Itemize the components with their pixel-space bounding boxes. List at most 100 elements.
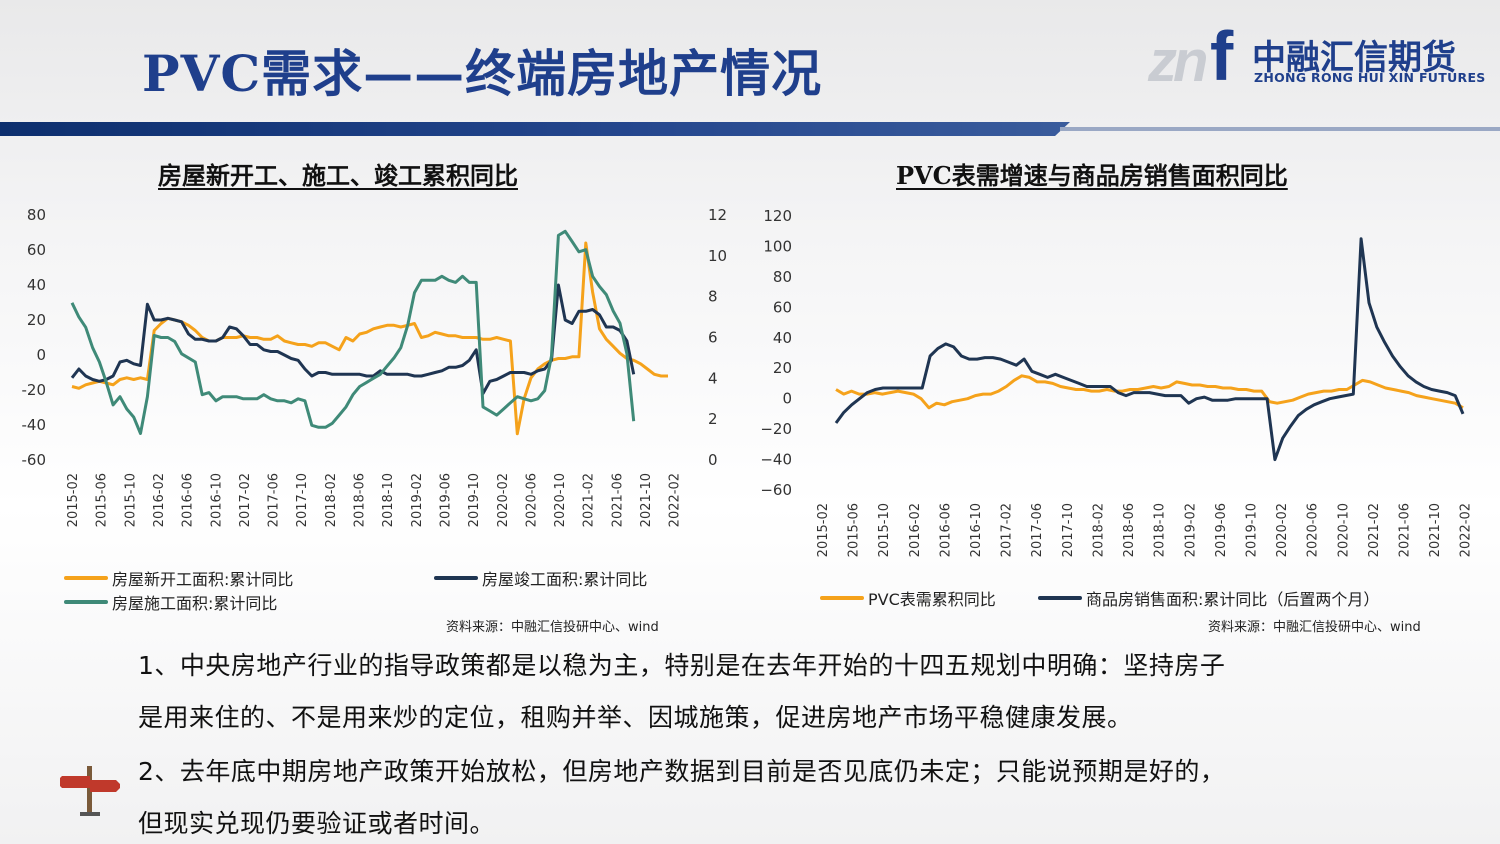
chart1-x-tick-label: 2020-10 <box>553 473 568 527</box>
header-divider-bar <box>0 122 1070 136</box>
chart1-y-right-tick-label: 8 <box>708 288 718 306</box>
paragraph-2-line-1: 2、去年底中期房地产政策开始放松，但房地产数据到目前是否见底仍未定；只能说预期是… <box>138 757 1226 786</box>
chart2-x-tick-label: 2017-06 <box>1030 503 1045 557</box>
legend-label: PVC表需累积同比 <box>868 590 996 609</box>
logo-chinese-name: 中融汇信期货 <box>1252 38 1456 78</box>
chart2-y-tick-label: −40 <box>760 451 792 469</box>
chart2-y-tick-label: 120 <box>763 207 792 225</box>
chart2-y-tick-label: −60 <box>760 481 792 499</box>
chart2-y-tick-label: 60 <box>773 298 792 316</box>
chart2-x-tick-label: 2021-10 <box>1428 503 1443 557</box>
chart2-x-tick-label: 2018-10 <box>1153 503 1168 557</box>
chart2-y-tick-label: 80 <box>773 268 792 286</box>
page-title: PVC需求——终端房地产情况 <box>142 44 823 103</box>
chart1-x-tick-label: 2019-06 <box>438 473 453 527</box>
legend-swatch <box>1038 596 1082 600</box>
chart2-source: 资料来源：中融汇信投研中心、wind <box>1208 620 1421 635</box>
chart1-y-right-tick-label: 12 <box>708 206 727 224</box>
chart2-x-tick-label: 2017-02 <box>1000 503 1015 557</box>
chart2-x-tick-label: 2019-06 <box>1214 503 1229 557</box>
chart2-y-tick-label: 20 <box>773 359 792 377</box>
chart2-series-line-0 <box>835 374 1464 410</box>
chart1-y-left-tick-label: 0 <box>36 346 46 364</box>
chart2-x-tick-label: 2018-06 <box>1122 503 1137 557</box>
legend-label: 房屋施工面积:累计同比 <box>112 594 278 613</box>
chart1-x-tick-label: 2021-02 <box>582 473 597 527</box>
chart2-y-tick-label: 0 <box>782 390 792 408</box>
chart1-source: 资料来源：中融汇信投研中心、wind <box>446 620 659 635</box>
chart2-x-tick-label: 2022-02 <box>1459 503 1474 557</box>
chart2-x-tick-label: 2015-06 <box>847 503 862 557</box>
chart2-x-tick-label: 2020-02 <box>1275 503 1290 557</box>
chart2-title: PVC表需增速与商品房销售面积同比 <box>896 161 1288 190</box>
legend-swatch <box>820 596 864 600</box>
chart2-x-tick-label: 2015-10 <box>877 503 892 557</box>
chart1-y-right-tick-label: 4 <box>708 369 718 387</box>
chart1-y-left-tick-label: 40 <box>27 276 46 294</box>
header-divider-thin <box>1060 127 1500 131</box>
legend-swatch <box>64 600 108 604</box>
chart1-x-tick-label: 2021-10 <box>639 473 654 527</box>
legend-label: 房屋新开工面积:累计同比 <box>112 570 294 589</box>
chart2-y-tick-label: 100 <box>763 237 792 255</box>
chart1-x-tick-label: 2020-06 <box>524 473 539 527</box>
chart2-x-tick-label: 2021-02 <box>1367 503 1382 557</box>
chart1-y-left-tick-label: 60 <box>27 241 46 259</box>
chart1-y-left-tick-label: -20 <box>22 381 47 399</box>
logo-mark: zn <box>1148 29 1208 94</box>
chart1-x-tick-label: 2020-02 <box>496 473 511 527</box>
chart1-x-tick-label: 2022-02 <box>668 473 683 527</box>
legend-label: 房屋竣工面积:累计同比 <box>482 570 648 589</box>
chart1-x-tick-label: 2017-10 <box>295 473 310 527</box>
chart1-x-tick-label: 2018-06 <box>353 473 368 527</box>
chart1-title: 房屋新开工、施工、竣工累积同比 <box>158 161 518 190</box>
chart1-y-right-tick-label: 6 <box>708 329 718 347</box>
chart2-x-tick-label: 2020-10 <box>1336 503 1351 557</box>
chart1-y-right-tick-label: 10 <box>708 247 727 265</box>
chart2-y-tick-label: 40 <box>773 329 792 347</box>
chart2-x-tick-label: 2019-10 <box>1244 503 1259 557</box>
chart1-x-tick-label: 2017-02 <box>238 473 253 527</box>
paragraph-1-line-1: 1、中央房地产行业的指导政策都是以稳为主，特别是在去年开始的十四五规划中明确：坚… <box>138 651 1226 680</box>
chart1-series-line-2 <box>70 229 636 435</box>
chart1-x-tick-label: 2021-06 <box>610 473 625 527</box>
chart1-x-tick-label: 2017-06 <box>267 473 282 527</box>
chart1-x-tick-label: 2016-02 <box>152 473 167 527</box>
chart1-x-tick-label: 2019-02 <box>410 473 425 527</box>
chart1-y-right-tick-label: 2 <box>708 410 718 428</box>
logo-f-glyph: f <box>1210 17 1234 95</box>
paragraph-1-line-2: 是用来住的、不是用来炒的定位，租购并举、因城施策，促进房地产市场平稳健康发展。 <box>138 703 1133 732</box>
chart1-legend-item-completed: 房屋竣工面积:累计同比 <box>434 566 647 590</box>
chart2-legend-item-sales: 商品房销售面积:累计同比（后置两个月） <box>1038 586 1379 610</box>
chart1-x-tick-label: 2015-06 <box>95 473 110 527</box>
paragraph-2-line-2: 但现实兑现仍要验证或者时间。 <box>138 809 496 838</box>
chart1-x-tick-label: 2018-10 <box>381 473 396 527</box>
chart1-y-left-tick-label: 80 <box>27 206 46 224</box>
chart2-x-tick-label: 2019-02 <box>1183 503 1198 557</box>
chart1-series-line-1 <box>70 283 636 395</box>
company-logo: zn f 中融汇信期货 ZHONG RONG HUI XIN FUTURES <box>1148 16 1485 95</box>
chart1-y-left-tick-label: 20 <box>27 311 46 329</box>
legend-label: 商品房销售面积:累计同比（后置两个月） <box>1086 590 1380 609</box>
chart1-x-tick-label: 2015-02 <box>66 473 81 527</box>
chart2-x-tick-label: 2016-02 <box>908 503 923 557</box>
chart1-legend-item-under-construction: 房屋施工面积:累计同比 <box>64 590 277 614</box>
chart2-pvc-vs-sales: 120 100 80 60 40 20 0 −20 −40 −60 2015-02 2015-06 20… <box>760 207 1474 557</box>
chart1-y-right-tick-label: 0 <box>708 451 718 469</box>
chart2-x-tick-label: 2018-02 <box>1091 503 1106 557</box>
chart1-legend-item-starts: 房屋新开工面积:累计同比 <box>64 566 293 590</box>
logo-english-name: ZHONG RONG HUI XIN FUTURES <box>1254 70 1486 85</box>
chart2-x-tick-label: 2016-06 <box>938 503 953 557</box>
chart1-x-tick-label: 2019-10 <box>467 473 482 527</box>
chart1-x-tick-label: 2015-10 <box>123 473 138 527</box>
chart2-x-tick-label: 2021-06 <box>1397 503 1412 557</box>
chart1-x-tick-label: 2016-06 <box>181 473 196 527</box>
chart2-legend-item-pvc: PVC表需累积同比 <box>820 586 996 610</box>
chart2-x-tick-label: 2015-02 <box>816 503 831 557</box>
chart2-x-tick-label: 2020-06 <box>1306 503 1321 557</box>
chart1-x-tick-label: 2018-02 <box>324 473 339 527</box>
chart2-x-tick-label: 2016-10 <box>969 503 984 557</box>
legend-swatch <box>434 576 478 580</box>
legend-swatch <box>64 576 108 580</box>
